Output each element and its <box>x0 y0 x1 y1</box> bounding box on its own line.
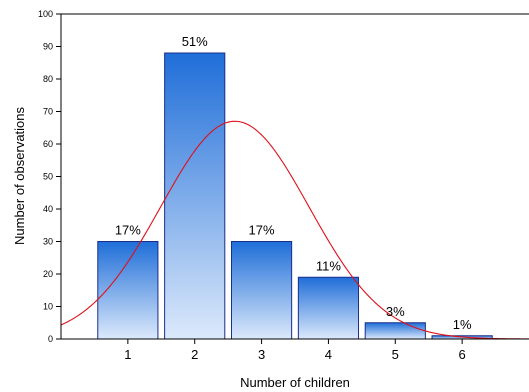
data-label-2: 51% <box>182 34 208 49</box>
data-label-4: 11% <box>316 258 341 273</box>
bar-3 <box>230 241 293 340</box>
data-label-1: 17% <box>115 223 141 238</box>
data-label-3: 17% <box>249 223 275 238</box>
y-tick-label-40: 40 <box>43 204 53 214</box>
y-axis-title: Number of observations <box>12 106 27 245</box>
bar-2 <box>164 52 226 340</box>
x-tick-label-6: 6 <box>459 347 466 362</box>
y-tick-label-20: 20 <box>43 269 53 279</box>
y-tick-label-10: 10 <box>43 302 53 312</box>
axes-group: 0 10 20 30 40 50 60 70 80 90 100 1 2 3 4 5 6 <box>38 9 529 362</box>
x-axis-title: Number of children <box>240 375 350 390</box>
bar-1 <box>97 241 159 340</box>
x-tick-label-1: 1 <box>124 347 131 362</box>
bar-4 <box>297 276 360 340</box>
bar-5 <box>364 322 426 340</box>
fit-curve-group <box>61 120 529 339</box>
fit-curve-line <box>61 120 529 339</box>
y-tick-label-70: 70 <box>43 107 53 117</box>
y-tick-label-90: 90 <box>43 42 53 52</box>
y-tick-label-80: 80 <box>43 74 53 84</box>
x-tick-label-5: 5 <box>392 347 399 362</box>
data-label-5: 3% <box>386 304 405 319</box>
bars-group <box>97 52 493 340</box>
x-tick-label-2: 2 <box>191 347 198 362</box>
y-tick-label-100: 100 <box>38 9 53 19</box>
y-tick-label-60: 60 <box>43 139 53 149</box>
y-tick-label-0: 0 <box>48 334 53 344</box>
data-labels-group: 17% 51% 17% 11% 3% 1% <box>115 34 472 332</box>
x-tick-label-4: 4 <box>325 347 332 362</box>
x-tick-label-3: 3 <box>258 347 265 362</box>
y-tick-label-50: 50 <box>43 172 53 182</box>
data-label-6: 1% <box>453 317 472 332</box>
y-tick-label-30: 30 <box>43 237 53 247</box>
